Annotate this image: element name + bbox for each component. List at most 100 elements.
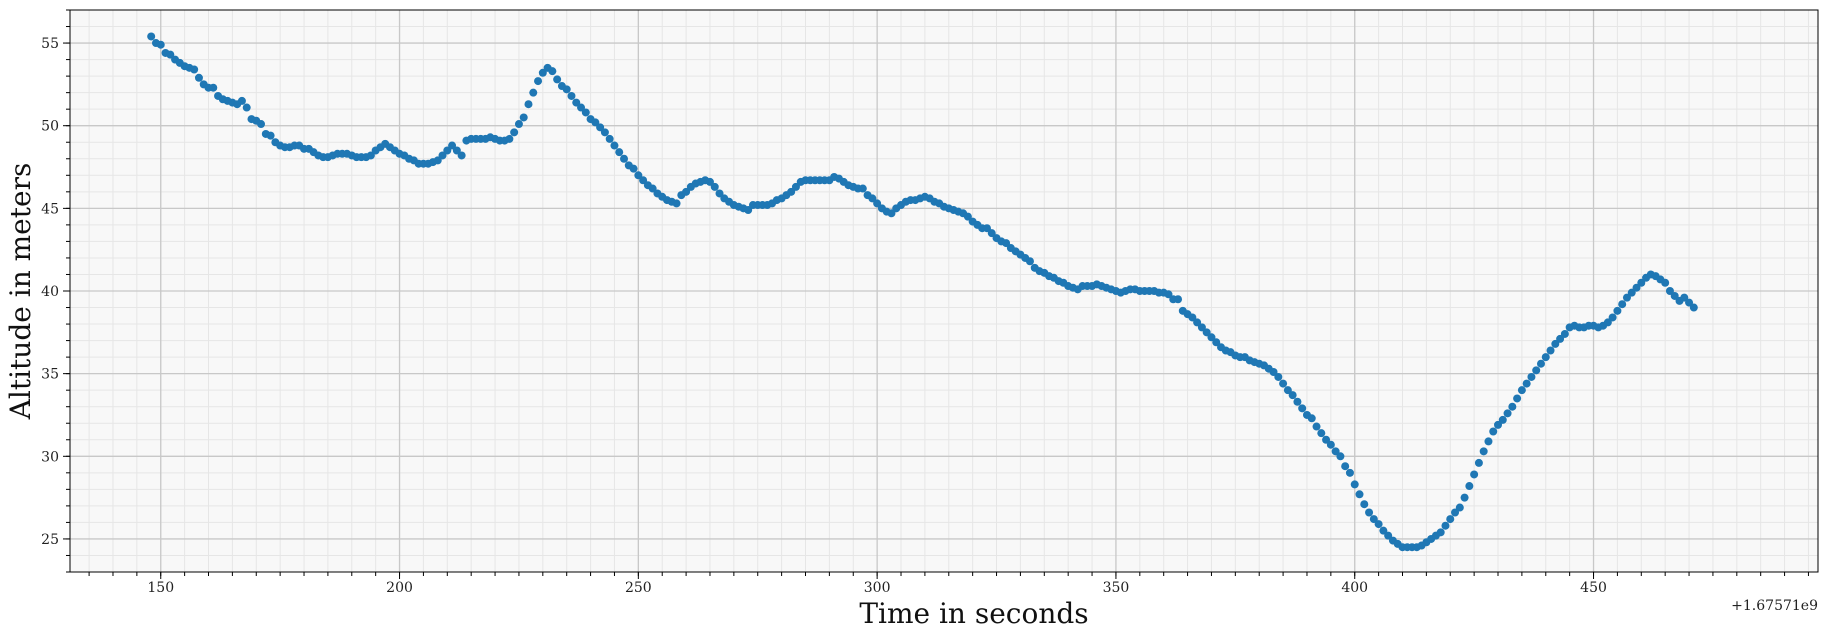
- data-point: [1503, 409, 1512, 418]
- x-axis-ticks: 150 200 250 300 350 400 450: [88, 572, 1809, 596]
- x-tick-label: 250: [625, 580, 652, 596]
- data-point: [787, 187, 796, 196]
- data-point: [266, 131, 275, 140]
- data-point: [452, 146, 461, 155]
- data-point: [858, 184, 867, 193]
- y-tick-label: 50: [41, 119, 59, 135]
- y-tick-label: 55: [41, 36, 59, 52]
- data-point: [1508, 402, 1517, 411]
- data-point: [1307, 414, 1316, 423]
- data-point: [257, 120, 266, 129]
- y-axis-label: Altitude in meters: [4, 163, 37, 421]
- data-point: [1274, 372, 1283, 381]
- y-tick-label: 45: [41, 201, 59, 217]
- data-point: [237, 96, 246, 105]
- data-point: [567, 91, 576, 100]
- data-point: [1188, 313, 1197, 322]
- data-point: [596, 123, 605, 132]
- data-point: [744, 206, 753, 215]
- data-point: [510, 128, 519, 137]
- data-point: [519, 113, 528, 122]
- data-point: [1632, 283, 1641, 292]
- data-point: [1532, 366, 1541, 375]
- data-point: [1494, 420, 1503, 429]
- data-point: [1556, 334, 1565, 343]
- data-point: [548, 67, 557, 76]
- data-point: [600, 128, 609, 137]
- data-point: [963, 212, 972, 221]
- data-point: [1465, 482, 1474, 491]
- data-point: [1441, 521, 1450, 530]
- data-point: [448, 141, 457, 150]
- data-point: [615, 148, 624, 157]
- data-point: [1384, 531, 1393, 540]
- data-point: [1174, 295, 1183, 304]
- data-point: [1279, 379, 1288, 388]
- data-point: [1474, 458, 1483, 467]
- data-point: [1613, 306, 1622, 315]
- data-point: [634, 171, 643, 180]
- data-point: [1298, 404, 1307, 413]
- data-point: [710, 182, 719, 191]
- x-tick-label: 450: [1580, 580, 1607, 596]
- data-point: [1341, 462, 1350, 471]
- data-point: [1551, 339, 1560, 348]
- data-point: [1374, 520, 1383, 529]
- x-tick-label: 200: [386, 580, 413, 596]
- data-point: [873, 199, 882, 208]
- data-point: [581, 108, 590, 117]
- data-point: [457, 151, 466, 160]
- y-tick-label: 40: [41, 284, 59, 300]
- data-point: [553, 75, 562, 84]
- data-point: [1269, 367, 1278, 376]
- data-point: [1451, 508, 1460, 517]
- data-point: [1527, 372, 1536, 381]
- data-point: [605, 134, 614, 143]
- data-point: [1685, 298, 1694, 307]
- data-point: [1479, 447, 1488, 456]
- data-point: [514, 120, 523, 129]
- data-point: [1560, 329, 1569, 338]
- data-point: [438, 151, 447, 160]
- data-point: [791, 182, 800, 191]
- data-point: [1618, 300, 1627, 309]
- data-point: [672, 199, 681, 208]
- data-point: [529, 88, 538, 97]
- data-point: [1608, 313, 1617, 322]
- x-axis-offset-label: +1.67571e9: [1731, 598, 1818, 614]
- data-point: [1293, 397, 1302, 406]
- data-point: [147, 32, 156, 41]
- data-point: [639, 176, 648, 185]
- data-point: [1536, 359, 1545, 368]
- data-point: [1637, 278, 1646, 287]
- data-point: [1164, 290, 1173, 299]
- data-point: [648, 184, 657, 193]
- x-tick-label: 150: [147, 580, 174, 596]
- data-point: [1470, 470, 1479, 479]
- data-point: [1661, 278, 1670, 287]
- x-axis-label: Time in seconds: [859, 597, 1088, 630]
- data-point: [629, 164, 638, 173]
- data-point: [610, 141, 619, 150]
- data-point: [1326, 440, 1335, 449]
- data-point: [1355, 490, 1364, 499]
- data-point: [505, 134, 514, 143]
- data-point: [1025, 257, 1034, 266]
- data-point: [987, 229, 996, 238]
- data-point: [1498, 415, 1507, 424]
- y-tick-label: 35: [41, 367, 59, 383]
- data-point: [1336, 452, 1345, 461]
- data-point: [1360, 500, 1369, 509]
- data-point: [591, 118, 600, 127]
- data-point: [1627, 288, 1636, 297]
- data-point: [366, 151, 375, 160]
- data-point: [1312, 422, 1321, 431]
- data-point: [209, 83, 218, 92]
- data-point: [433, 156, 442, 165]
- data-point: [1365, 508, 1374, 517]
- data-point: [1622, 293, 1631, 302]
- data-point: [190, 65, 199, 74]
- data-point: [242, 103, 251, 112]
- data-point: [1665, 287, 1674, 295]
